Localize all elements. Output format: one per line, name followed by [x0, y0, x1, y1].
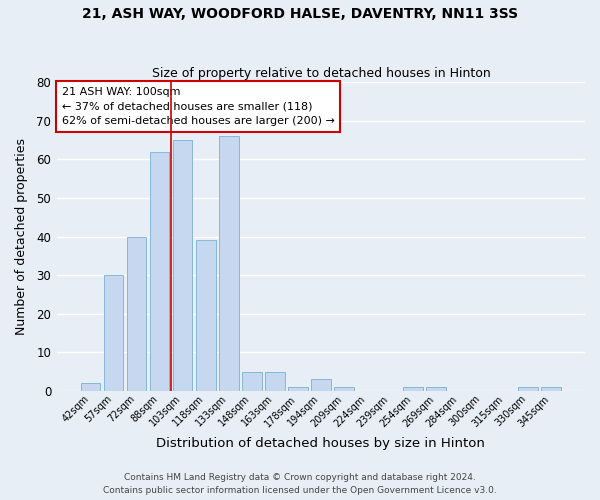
Bar	[518, 387, 538, 391]
Bar	[219, 136, 239, 391]
Bar	[196, 240, 215, 391]
Y-axis label: Number of detached properties: Number of detached properties	[15, 138, 28, 335]
Bar	[173, 140, 193, 391]
Bar	[288, 387, 308, 391]
X-axis label: Distribution of detached houses by size in Hinton: Distribution of detached houses by size …	[157, 437, 485, 450]
Text: 21 ASH WAY: 100sqm
← 37% of detached houses are smaller (118)
62% of semi-detach: 21 ASH WAY: 100sqm ← 37% of detached hou…	[62, 86, 335, 126]
Text: 21, ASH WAY, WOODFORD HALSE, DAVENTRY, NN11 3SS: 21, ASH WAY, WOODFORD HALSE, DAVENTRY, N…	[82, 8, 518, 22]
Bar	[334, 387, 354, 391]
Bar	[104, 275, 124, 391]
Bar	[311, 380, 331, 391]
Bar	[426, 387, 446, 391]
Bar	[242, 372, 262, 391]
Text: Contains HM Land Registry data © Crown copyright and database right 2024.
Contai: Contains HM Land Registry data © Crown c…	[103, 474, 497, 495]
Bar	[127, 236, 146, 391]
Title: Size of property relative to detached houses in Hinton: Size of property relative to detached ho…	[152, 66, 490, 80]
Bar	[150, 152, 169, 391]
Bar	[541, 387, 561, 391]
Bar	[403, 387, 423, 391]
Bar	[265, 372, 284, 391]
Bar	[81, 384, 100, 391]
